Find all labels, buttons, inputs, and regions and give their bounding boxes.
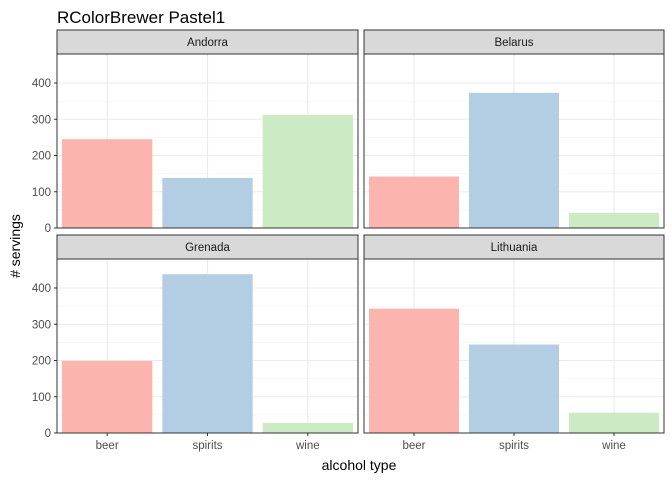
x-tick-label: spirits (499, 440, 529, 452)
bar-lithuania-wine (569, 412, 659, 433)
y-tick-label: 0 (45, 428, 51, 440)
y-tick-label: 200 (32, 151, 51, 163)
facet-strip-lithuania (363, 234, 665, 260)
facet-strip-belarus (363, 29, 665, 55)
bar-grenada-beer (62, 360, 153, 433)
x-tick-label: wine (295, 440, 320, 452)
facet-label-grenada: Grenada (185, 242, 230, 254)
facet-label-lithuania: Lithuania (491, 242, 538, 254)
y-tick-label: 400 (32, 78, 51, 90)
y-tick-label: 100 (32, 187, 51, 199)
bar-grenada-spirits (162, 274, 253, 433)
facet-label-belarus: Belarus (495, 37, 534, 49)
bar-andorra-beer (62, 139, 153, 228)
x-axis-title: alcohol type (322, 457, 397, 473)
bar-belarus-beer (369, 176, 459, 228)
panel-border-andorra (56, 53, 359, 229)
facet-strip-andorra (56, 29, 359, 55)
bar-andorra-spirits (162, 177, 253, 228)
bar-belarus-wine (569, 212, 659, 228)
y-tick-label: 300 (32, 319, 51, 331)
facet-label-andorra: Andorra (187, 37, 229, 49)
bar-lithuania-spirits (469, 344, 559, 433)
y-tick-label: 400 (32, 283, 51, 295)
x-tick-label: beer (96, 440, 119, 452)
x-tick-label: spirits (192, 440, 222, 452)
y-axis-title: # servings (7, 214, 23, 278)
y-tick-label: 0 (45, 223, 51, 235)
panel-border-belarus (363, 53, 665, 229)
x-tick-label: beer (402, 440, 425, 452)
chart-title: RColorBrewer Pastel1 (57, 8, 225, 27)
bar-andorra-wine (262, 114, 353, 228)
y-tick-label: 100 (32, 392, 51, 404)
bar-lithuania-beer (369, 308, 459, 433)
y-tick-label: 200 (32, 356, 51, 368)
x-tick-label: wine (601, 440, 626, 452)
y-tick-label: 300 (32, 114, 51, 126)
bar-belarus-spirits (469, 92, 559, 228)
bar-grenada-wine (262, 422, 353, 433)
